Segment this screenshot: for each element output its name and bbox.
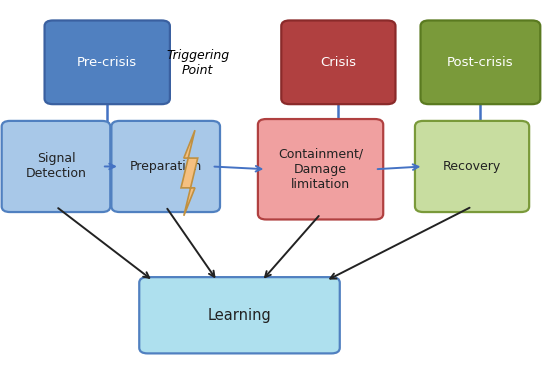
Text: Containment/
Damage
limitation: Containment/ Damage limitation: [278, 148, 363, 191]
Text: Recovery: Recovery: [443, 160, 501, 173]
Text: Post-crisis: Post-crisis: [447, 56, 514, 69]
FancyBboxPatch shape: [421, 20, 540, 104]
FancyBboxPatch shape: [415, 121, 529, 212]
FancyBboxPatch shape: [258, 119, 383, 219]
FancyBboxPatch shape: [139, 277, 340, 353]
Text: Triggering
Point: Triggering Point: [166, 49, 229, 77]
Text: Signal
Detection: Signal Detection: [26, 153, 86, 180]
Text: Learning: Learning: [208, 308, 271, 323]
Text: Crisis: Crisis: [320, 56, 356, 69]
FancyBboxPatch shape: [2, 121, 110, 212]
Polygon shape: [181, 130, 198, 216]
Text: Preparation: Preparation: [130, 160, 202, 173]
FancyBboxPatch shape: [111, 121, 220, 212]
Text: Pre-crisis: Pre-crisis: [77, 56, 137, 69]
FancyBboxPatch shape: [281, 20, 395, 104]
FancyBboxPatch shape: [45, 20, 170, 104]
